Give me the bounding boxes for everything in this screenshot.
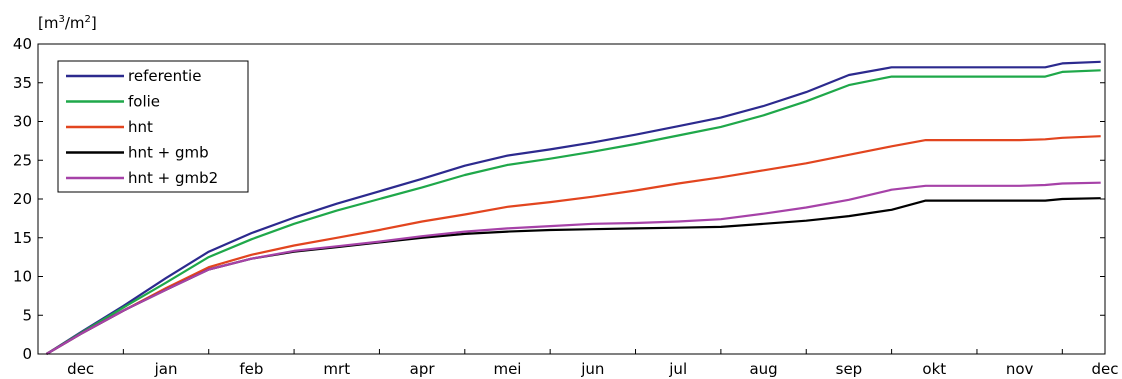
y-tick-label: 40: [13, 35, 32, 53]
y-tick-label: 25: [13, 151, 32, 169]
x-tick-label: feb: [239, 360, 263, 378]
series-line-0: [45, 60, 1101, 355]
x-tick-label: mei: [493, 360, 521, 378]
x-tick-label: jul: [668, 360, 687, 378]
y-tick-label: 0: [22, 345, 32, 363]
x-tick-label: apr: [410, 360, 436, 378]
y-tick-label: 15: [13, 229, 32, 247]
x-tick-label: dec: [67, 360, 94, 378]
series-line-1: [45, 69, 1101, 355]
legend-box: [57, 60, 249, 193]
y-tick-label: 35: [13, 74, 32, 92]
legend-label: hnt: [128, 118, 153, 136]
x-tick-label: okt: [922, 360, 946, 378]
y-tick-label: 30: [13, 113, 32, 131]
series-line-4: [45, 181, 1101, 355]
x-tick-label: nov: [1006, 360, 1034, 378]
y-tick-label: 20: [13, 190, 32, 208]
x-tick-label: aug: [749, 360, 777, 378]
y-tick-label: 5: [22, 306, 32, 324]
x-tick-label: sep: [836, 360, 863, 378]
x-tick-label: jan: [154, 360, 178, 378]
x-tick-label: dec: [1092, 360, 1119, 378]
series-line-2: [45, 135, 1101, 355]
x-tick-label: jun: [580, 360, 604, 378]
legend-label: referentie: [128, 67, 201, 85]
legend: referentie folie hnt hnt + gmb hnt + gmb2: [57, 60, 249, 193]
legend-label: folie: [128, 93, 160, 111]
series-line-3: [45, 197, 1101, 355]
y-axis-label: [m3/m2]: [38, 14, 97, 32]
y-tick-label: 10: [13, 268, 32, 286]
legend-label: hnt + gmb2: [128, 169, 218, 187]
x-tick-label: mrt: [323, 360, 350, 378]
legend-label: hnt + gmb: [128, 144, 209, 162]
